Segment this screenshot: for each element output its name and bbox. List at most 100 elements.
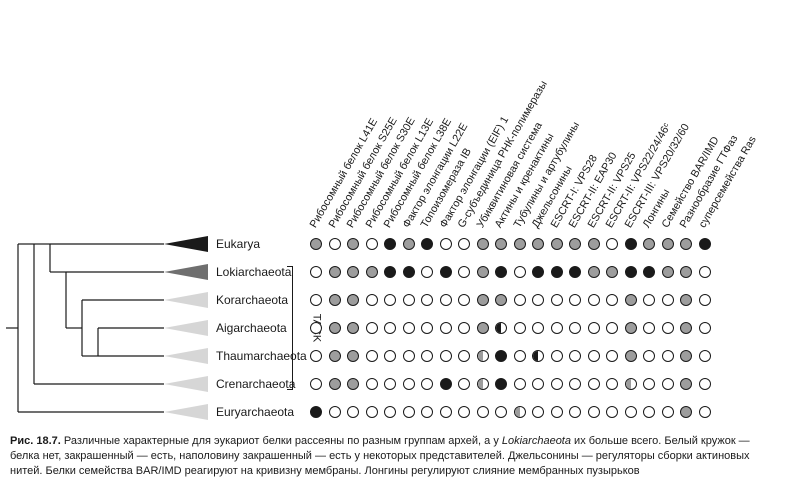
matrix-dot [310,350,322,362]
matrix-row [0,238,790,252]
matrix-dot [532,350,544,362]
matrix-dot [458,238,470,250]
matrix-dot [625,294,637,306]
matrix-dot [643,378,655,390]
matrix-dot [699,378,711,390]
matrix-dot [384,350,396,362]
matrix-dot [421,406,433,418]
matrix-dot [643,294,655,306]
matrix-dot [421,378,433,390]
matrix-dot [532,266,544,278]
matrix-row [0,378,790,392]
matrix-dot [329,294,341,306]
matrix-dot [366,350,378,362]
matrix-dot [440,294,452,306]
matrix-dot [347,350,359,362]
matrix-dot [384,238,396,250]
matrix-dot [329,238,341,250]
matrix-dot [643,238,655,250]
matrix-dot [477,266,489,278]
matrix-dot [606,350,618,362]
matrix-dot [662,238,674,250]
matrix-dot [403,322,415,334]
matrix-dot [384,322,396,334]
matrix-dot [514,350,526,362]
matrix-dot [532,406,544,418]
caption-emph: Lokiarchaeota [502,435,571,447]
matrix-dot [347,322,359,334]
matrix-dot [347,238,359,250]
matrix-dot [606,266,618,278]
matrix-dot [384,378,396,390]
matrix-dot [569,350,581,362]
matrix-dot [680,294,692,306]
figure: { "figure": { "number": "Рис. 18.7.", "t… [0,0,790,504]
matrix-dot [384,266,396,278]
matrix-dot [532,294,544,306]
matrix-dot [662,378,674,390]
matrix-dot [588,266,600,278]
matrix-dot [477,322,489,334]
matrix-dot [421,266,433,278]
matrix-dot [458,406,470,418]
matrix-dot [514,322,526,334]
matrix-dot [440,350,452,362]
matrix-dot [643,406,655,418]
matrix-dot [606,238,618,250]
matrix-dot [310,238,322,250]
matrix-dot [625,266,637,278]
matrix-dot [366,322,378,334]
matrix-dot [662,350,674,362]
matrix-dot [403,266,415,278]
matrix-dot [495,406,507,418]
matrix-dot [440,266,452,278]
matrix-dot [421,294,433,306]
matrix-dot [329,378,341,390]
matrix-dot [551,266,563,278]
matrix-dot [329,406,341,418]
matrix-dot [421,238,433,250]
matrix-dot [569,294,581,306]
matrix-dot [495,322,507,334]
matrix-dot [514,406,526,418]
matrix-dot [384,294,396,306]
matrix-dot [606,378,618,390]
matrix-dot [310,294,322,306]
matrix-dot [625,238,637,250]
matrix-dot [699,322,711,334]
matrix-dot [699,266,711,278]
matrix-dot [477,238,489,250]
matrix-dot [477,350,489,362]
matrix-dot [514,238,526,250]
matrix-dot [421,350,433,362]
matrix-dot [477,406,489,418]
matrix-dot [532,378,544,390]
matrix-dot [403,378,415,390]
matrix-dot [347,294,359,306]
matrix-row [0,266,790,280]
matrix-dot [514,266,526,278]
matrix-dot [643,350,655,362]
matrix-dot [588,378,600,390]
matrix-dot [458,378,470,390]
matrix-dot [458,350,470,362]
matrix-dot [495,350,507,362]
matrix-dot [643,266,655,278]
matrix-dot [366,378,378,390]
matrix-dot [495,238,507,250]
matrix-dot [403,406,415,418]
matrix-dot [662,406,674,418]
matrix-dot [680,378,692,390]
matrix-dot [403,238,415,250]
matrix-dot [699,406,711,418]
matrix-dot [458,322,470,334]
matrix-dot [588,238,600,250]
matrix-dot [532,322,544,334]
matrix-dot [680,266,692,278]
matrix-dot [625,378,637,390]
matrix-dot [329,266,341,278]
presence-matrix [0,230,790,426]
matrix-dot [606,294,618,306]
matrix-dot [551,294,563,306]
matrix-dot [329,322,341,334]
